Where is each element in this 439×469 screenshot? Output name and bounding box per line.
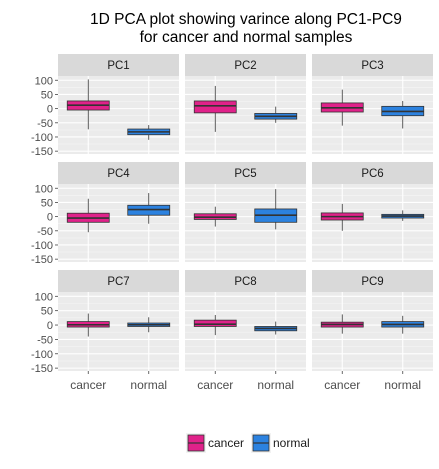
y-tick-label: -150 (31, 146, 53, 158)
facet-panel-pc8: PC8 cancer normal (185, 270, 306, 392)
chart-title: 1D PCA plot showing varince along PC1-PC… (90, 11, 402, 46)
facet-label-pc8: PC8 (234, 276, 256, 288)
facet-strip-pc5 (185, 162, 306, 184)
facet-panel-pc7: PC7 100 50 0 -50 -100 -150 cancer normal (31, 270, 179, 392)
facet-label-pc3: PC3 (361, 60, 383, 72)
x-tick-label: normal (257, 378, 294, 392)
facet-strip-pc2 (185, 54, 306, 76)
y-tick-label: 50 (41, 306, 53, 318)
y-tick-label: -150 (31, 254, 53, 266)
facet-strip-pc3 (312, 54, 433, 76)
box-pc1-normal (127, 125, 171, 140)
facet-panel-pc1: PC1 100 50 0 -50 -100 -150 (31, 54, 179, 158)
facet-panel-pc9: PC9 cancer normal (312, 270, 433, 392)
x-tick-label: cancer (197, 378, 233, 392)
y-tick-label: -150 (31, 363, 53, 375)
facet-panel-pc2: PC2 (185, 54, 306, 154)
box-iqr (193, 100, 237, 114)
facet-label-pc4: PC4 (107, 168, 130, 180)
y-tick-label: 100 (35, 183, 53, 195)
box-pc8-cancer (193, 314, 237, 336)
legend-item-normal: normal (251, 433, 310, 453)
panel-background (58, 76, 179, 154)
legend-item-cancer: cancer (186, 433, 244, 453)
y-tick-label: -100 (31, 349, 53, 361)
box-pc3-normal (381, 100, 425, 129)
facet-label-pc9: PC9 (361, 276, 383, 288)
box-pc7-normal (127, 317, 171, 333)
x-tick-label: cancer (324, 378, 360, 392)
box-pc9-normal (381, 315, 425, 334)
facet-strip-pc1 (58, 54, 179, 76)
y-tick-label: -50 (37, 118, 53, 130)
y-tick-label: -50 (37, 226, 53, 238)
box-pc5-cancer (193, 206, 237, 227)
legend: cancer normal (186, 433, 310, 453)
facet-panel-pc3: PC3 (312, 54, 433, 154)
facet-panel-pc4: PC4 100 50 0 -50 -100 -150 (31, 162, 179, 266)
facet-panel-pc5: PC5 (185, 162, 306, 262)
box-pc3-cancer (320, 89, 364, 126)
facet-strip-pc9 (312, 270, 433, 292)
x-tick-label: normal (384, 378, 421, 392)
box-pc4-normal (127, 193, 171, 224)
facet-panels: PC1 100 50 0 -50 -100 -150 PC2 PC3 PC4 100 50 0 -50 -1… (31, 54, 433, 392)
box-pc7-cancer (66, 313, 110, 337)
box-pc9-cancer (320, 314, 364, 334)
y-tick-label: -100 (31, 132, 53, 144)
facet-label-pc1: PC1 (107, 60, 129, 72)
y-tick-label: 0 (47, 320, 53, 332)
facet-strip-pc4 (58, 162, 179, 184)
facet-strip-pc8 (185, 270, 306, 292)
panel-background (58, 292, 179, 371)
y-tick-label: -50 (37, 334, 53, 346)
panel-background (185, 184, 306, 262)
y-tick-label: -100 (31, 240, 53, 252)
y-tick-label: 100 (35, 75, 53, 87)
legend-label: normal (273, 436, 310, 450)
facet-label-pc2: PC2 (234, 60, 256, 72)
legend-label: cancer (208, 436, 244, 450)
box-pc4-cancer (66, 198, 110, 233)
x-tick-label: cancer (70, 378, 106, 392)
panel-background (58, 184, 179, 262)
box-pc6-cancer (320, 203, 364, 231)
facet-label-pc5: PC5 (234, 168, 256, 180)
box-pc2-normal (254, 106, 298, 123)
box-pc5-normal (254, 189, 298, 230)
panel-background (312, 292, 433, 371)
y-tick-label: 50 (41, 197, 53, 209)
facet-label-pc7: PC7 (107, 276, 129, 288)
facet-panel-pc6: PC6 (312, 162, 433, 262)
box-pc2-cancer (193, 85, 237, 132)
box-pc1-cancer (66, 79, 110, 130)
facet-label-pc6: PC6 (361, 168, 383, 180)
box-iqr (193, 319, 237, 327)
x-tick-label: normal (130, 378, 167, 392)
box-pc8-normal (254, 321, 298, 335)
facet-strip-pc6 (312, 162, 433, 184)
facet-strip-pc7 (58, 270, 179, 292)
y-tick-label: 100 (35, 291, 53, 303)
panel-background (185, 292, 306, 371)
chart-title-line-1: 1D PCA plot showing varince along PC1-PC… (90, 11, 402, 28)
y-tick-label: 50 (41, 89, 53, 101)
y-tick-label: 0 (47, 212, 53, 224)
y-tick-label: 0 (47, 104, 53, 116)
panel-background (312, 184, 433, 262)
box-pc6-normal (381, 210, 425, 221)
chart-title-line-2: for cancer and normal samples (140, 29, 353, 46)
